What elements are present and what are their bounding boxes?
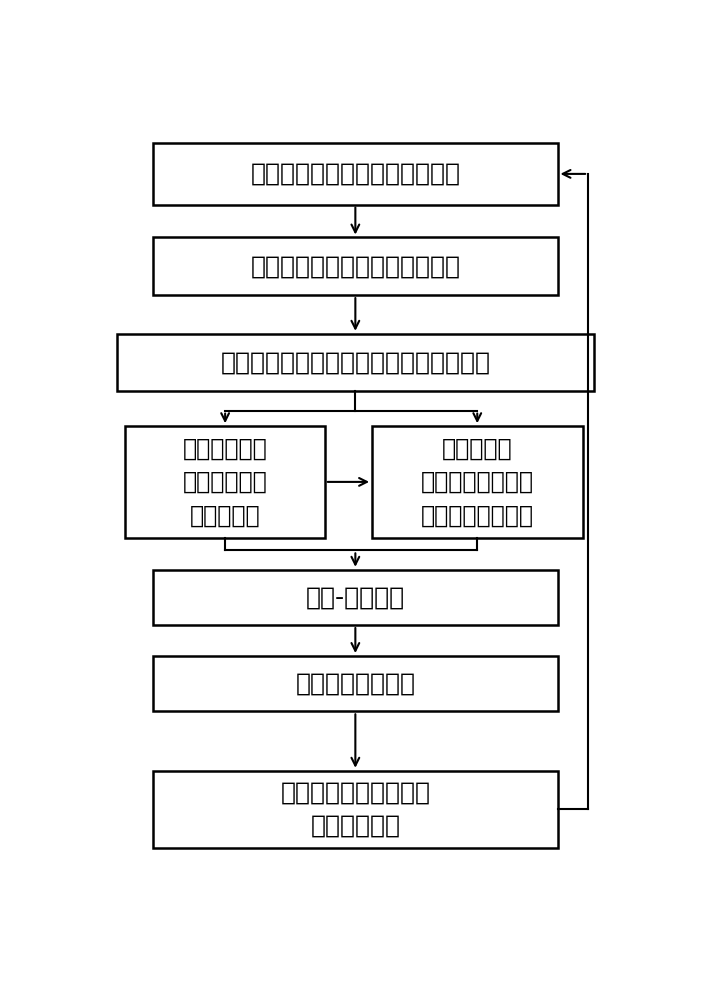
Text: 提取每一次扫
频后工作频点
频率偏移量: 提取每一次扫 频后工作频点 频率偏移量 bbox=[183, 436, 267, 527]
Bar bbox=[153, 771, 558, 848]
Bar bbox=[153, 237, 558, 295]
Text: 输出寄生频点扫频信号反射系数幅度信号: 输出寄生频点扫频信号反射系数幅度信号 bbox=[220, 351, 490, 375]
Bar bbox=[117, 334, 593, 391]
Bar bbox=[153, 656, 558, 711]
Bar bbox=[153, 570, 558, 625]
Bar bbox=[153, 143, 558, 205]
Bar bbox=[372, 426, 583, 538]
Text: 调节匹配模块可变电容
进行阻抗匹配: 调节匹配模块可变电容 进行阻抗匹配 bbox=[280, 780, 430, 838]
Text: 计算每一次
扫频后工作频点频
率偏移量的变化量: 计算每一次 扫频后工作频点频 率偏移量的变化量 bbox=[420, 436, 534, 527]
Text: 输出匹配控制电压: 输出匹配控制电压 bbox=[295, 672, 415, 696]
Text: 比例-积分算法: 比例-积分算法 bbox=[306, 585, 405, 609]
Text: 提取寄生谐振频点扫频反射信号: 提取寄生谐振频点扫频反射信号 bbox=[250, 254, 460, 278]
Bar bbox=[125, 426, 325, 538]
Text: 输出天线寄生谐振频点扫频信号: 输出天线寄生谐振频点扫频信号 bbox=[250, 162, 460, 186]
